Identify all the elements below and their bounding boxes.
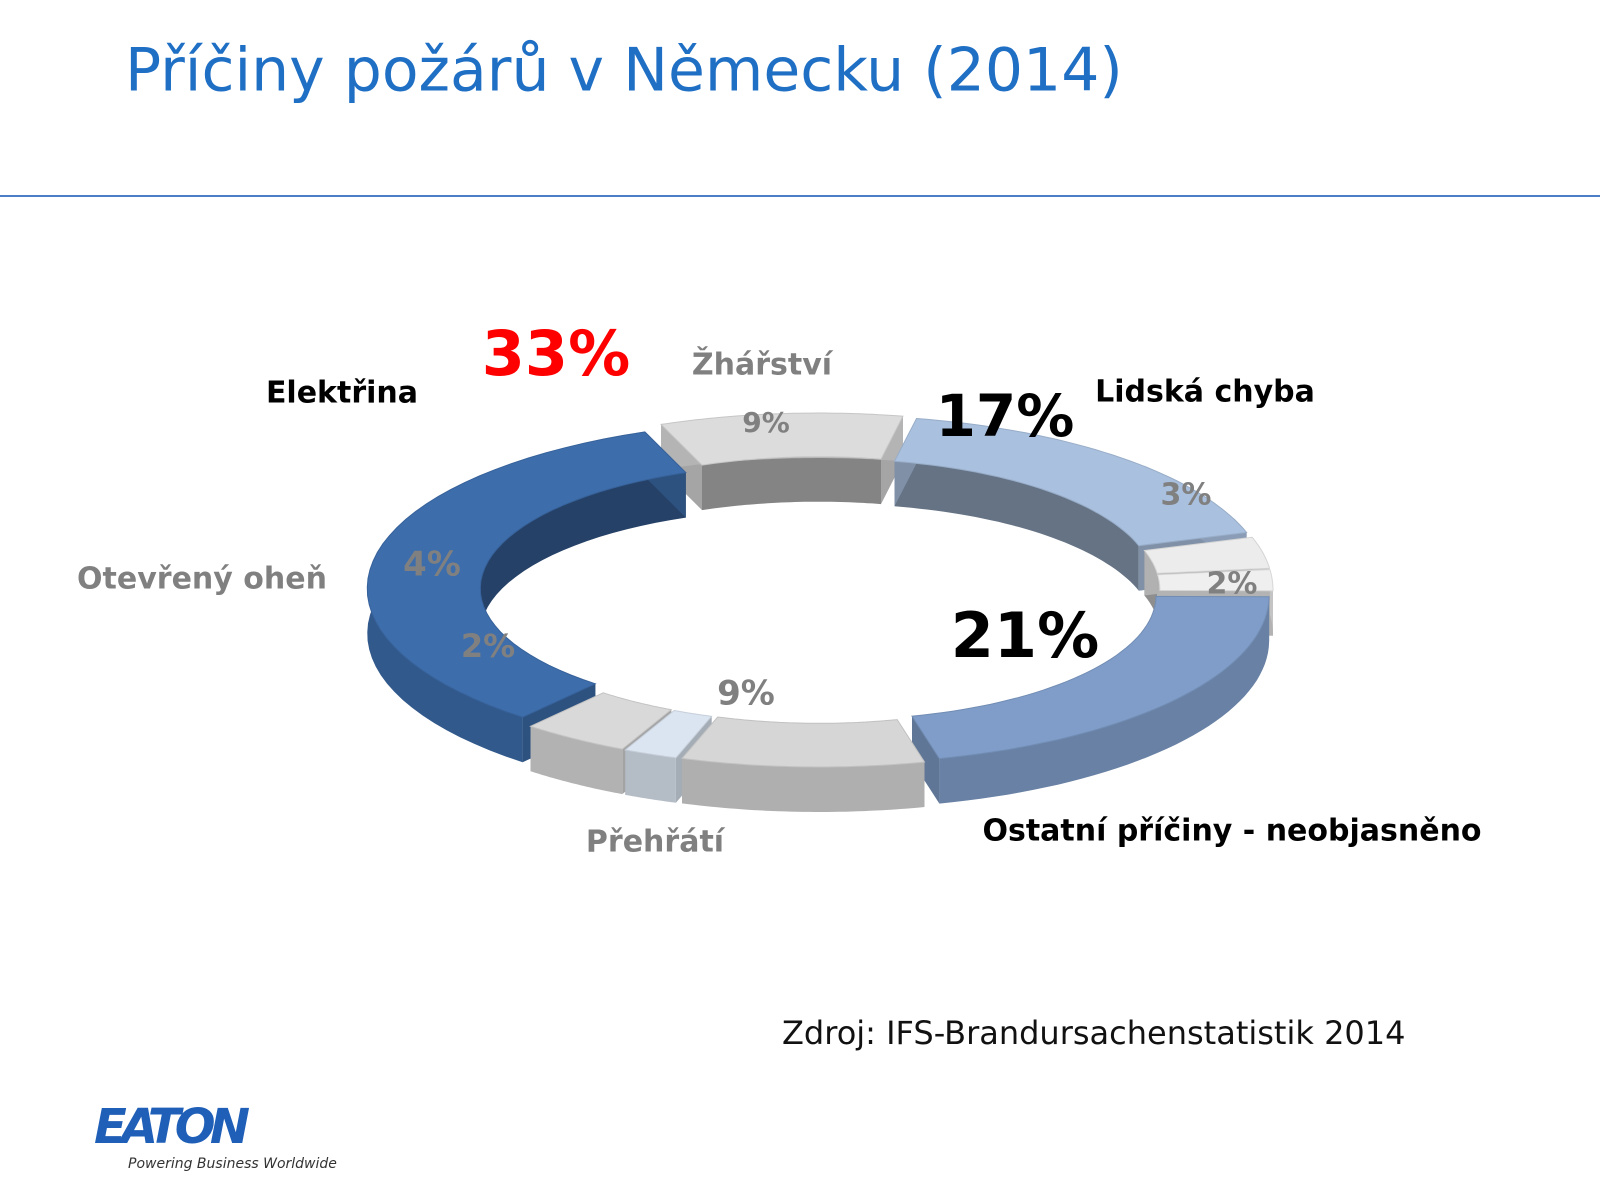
data-label: 2% — [1207, 567, 1258, 602]
data-label: 4% — [403, 545, 461, 585]
category-label: Otevřený oheň — [77, 562, 327, 597]
segment — [660, 412, 904, 511]
category-label: Lidská chyba — [1095, 375, 1315, 410]
segment-outer-wall — [682, 758, 925, 812]
slide-title: Příčiny požárů v Německu (2014) — [125, 36, 1123, 106]
category-label: Žhářství — [692, 347, 834, 383]
donut-segment — [911, 595, 1270, 760]
source: Zdroj: IFS-Brandursachenstatistik 2014 — [782, 1014, 1406, 1052]
data-label: 21% — [951, 599, 1099, 672]
category-label: Elektřina — [266, 376, 418, 411]
data-label: 2% — [461, 627, 515, 665]
donut-segment — [529, 692, 673, 750]
data-label: 17% — [936, 382, 1075, 450]
donut-segment — [624, 709, 713, 759]
category-label: Ostatní příčiny - neobjasněno — [982, 814, 1481, 849]
data-label: 9% — [717, 674, 775, 714]
data-label: 3% — [1161, 478, 1212, 513]
donut-segment — [366, 431, 687, 718]
segment — [681, 716, 926, 812]
data-label: 9% — [742, 406, 790, 439]
segment — [893, 417, 1248, 591]
logo-name: EATON — [94, 1099, 250, 1155]
donut-segment — [1156, 569, 1274, 592]
donut-segment — [893, 417, 1248, 547]
donut-segment — [681, 716, 926, 768]
donut-segment — [660, 412, 904, 466]
segment-end-cap — [912, 716, 940, 804]
donut-segment — [1143, 536, 1271, 574]
segment — [624, 709, 713, 803]
segment-outer-wall — [625, 749, 676, 803]
segment-outer-wall — [939, 596, 1270, 804]
category-label: Přehřátí — [586, 825, 726, 860]
segment-inner-wall — [894, 461, 1139, 591]
segment-outer-wall — [530, 726, 623, 795]
data-label: 33% — [482, 317, 630, 390]
logo-tagline: Powering Business Worldwide — [128, 1156, 337, 1172]
segment — [911, 595, 1270, 804]
segment-inner-wall — [702, 456, 881, 511]
